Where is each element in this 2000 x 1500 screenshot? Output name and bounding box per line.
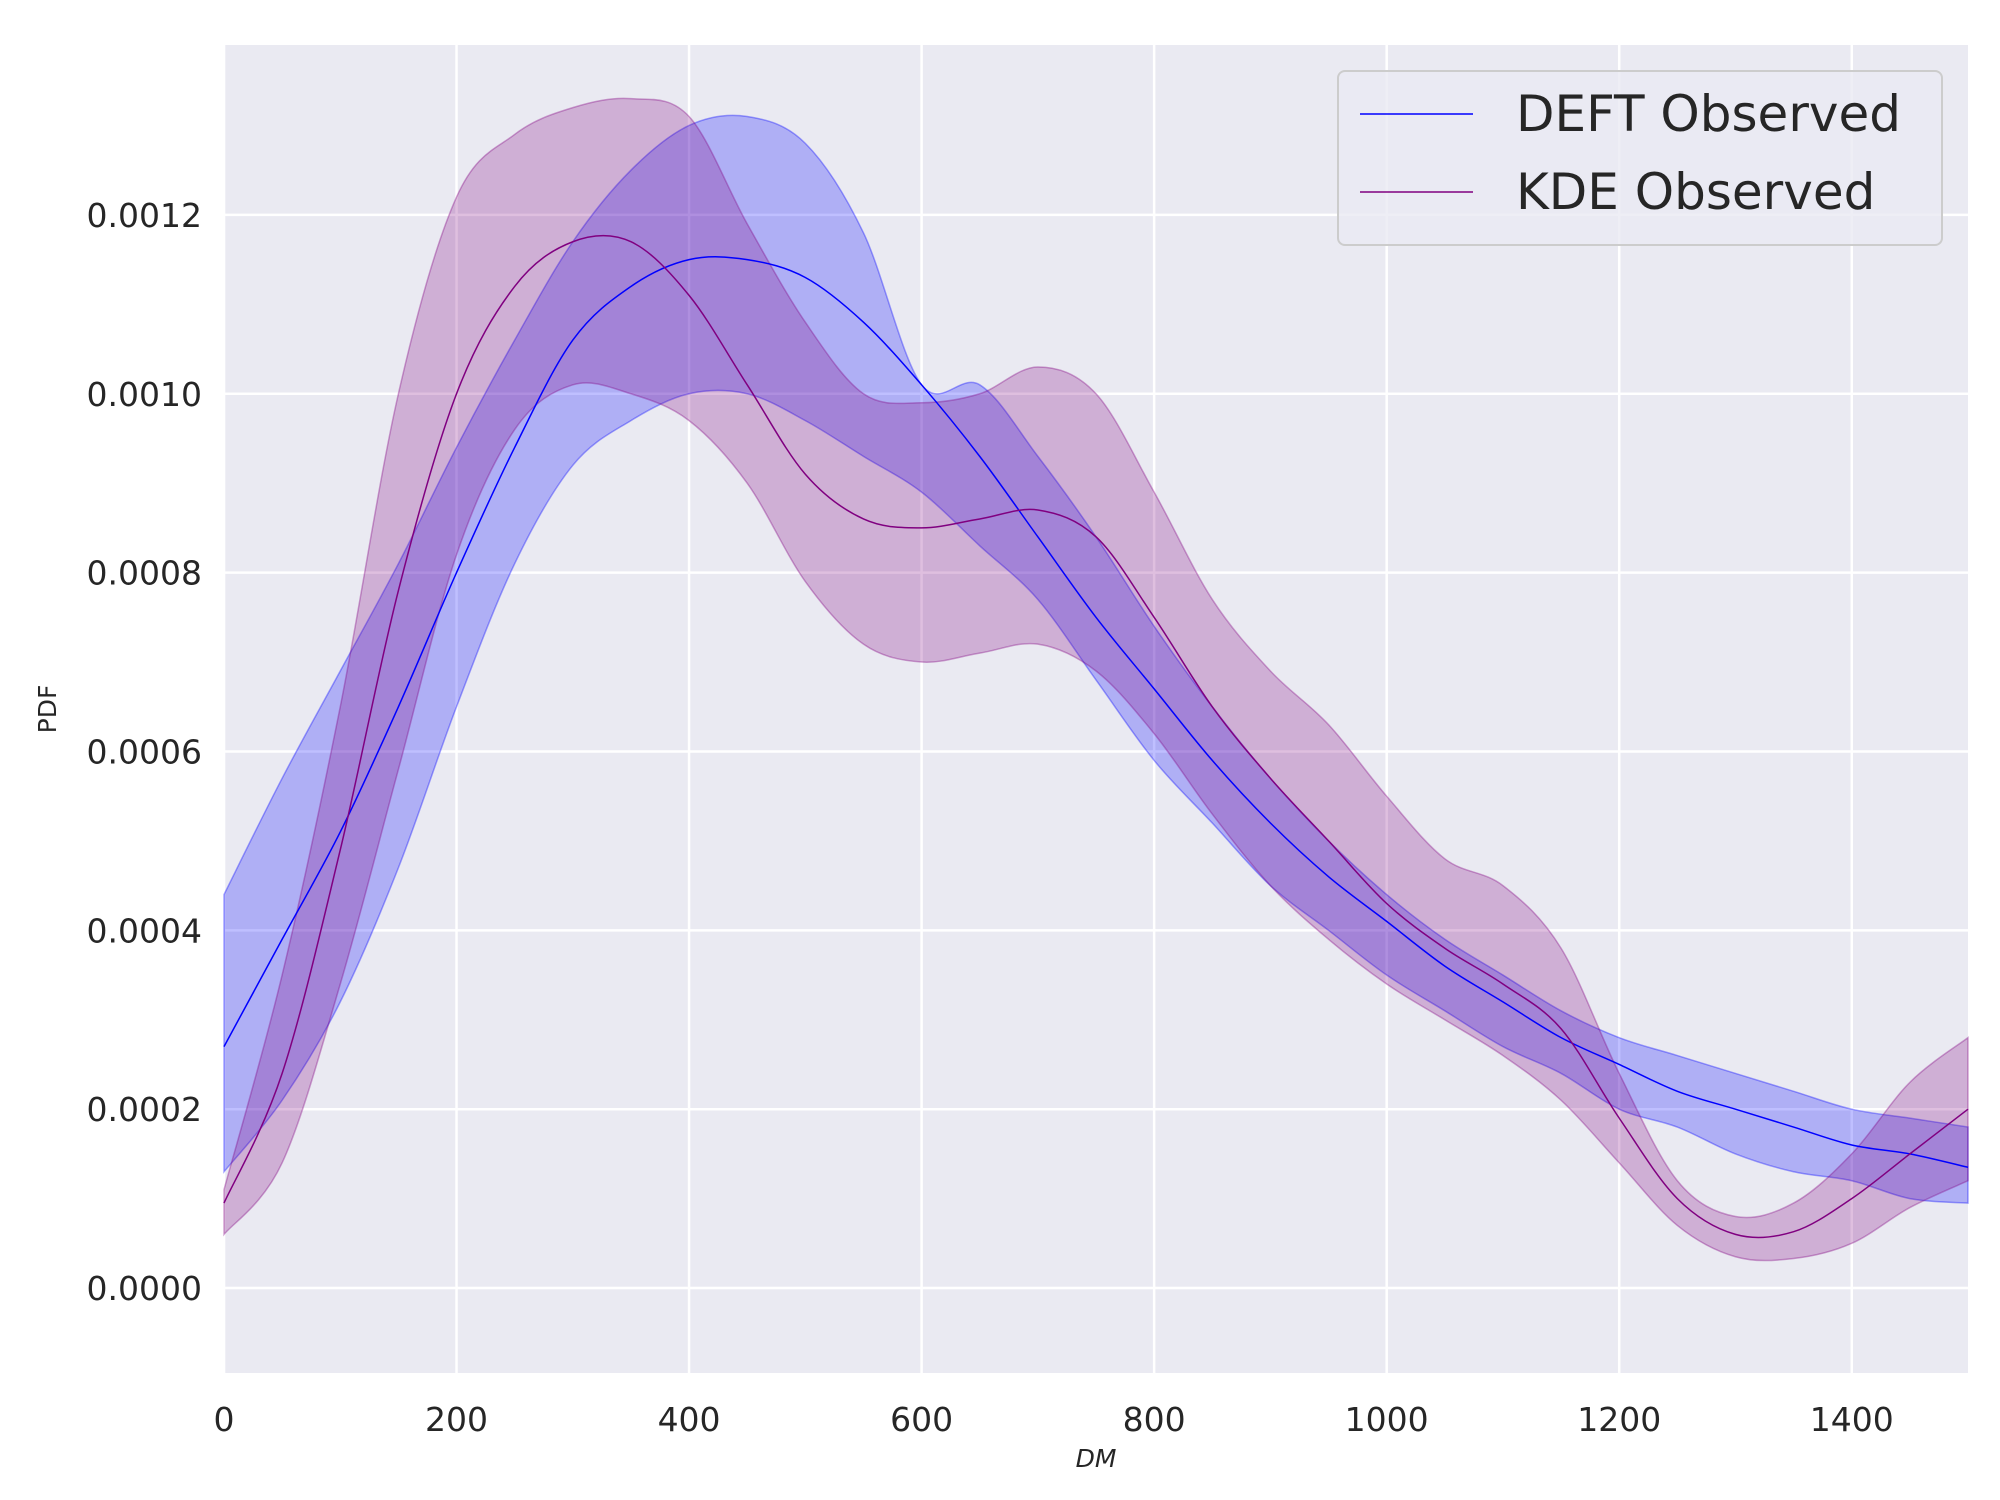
series-lines: [223, 234, 1969, 1239]
legend-box: [1337, 70, 1943, 246]
x-tick-label-7: 1400: [1810, 1400, 1894, 1439]
plot-background: [224, 45, 1968, 1373]
grid-lines: [222, 45, 1968, 1373]
y-tick-label-1: 0.0002: [87, 1090, 202, 1129]
x-tick-label-6: 1200: [1577, 1400, 1661, 1439]
x-tick-label-2: 400: [658, 1400, 721, 1439]
deft-confidence-band: [223, 114, 1969, 1204]
x-tick-label-5: 1000: [1345, 1400, 1429, 1439]
y-axis-title: PDF: [33, 685, 62, 734]
y-tick-label-2: 0.0004: [87, 911, 202, 950]
kde-line: [223, 234, 1969, 1239]
y-tick-label-4: 0.0008: [87, 554, 202, 593]
kde-confidence-band: [223, 97, 1969, 1262]
y-tick-label-5: 0.0010: [87, 375, 202, 414]
y-tick-label-0: 0.0000: [87, 1269, 202, 1308]
legend: DEFT Observed KDE Observed: [1337, 70, 1943, 246]
y-axis-ticks: 0.0000 0.0002 0.0004 0.0006 0.0008 0.0010 0.00…: [87, 196, 202, 1308]
confidence-bands: [223, 97, 1969, 1262]
x-tick-label-1: 200: [425, 1400, 488, 1439]
x-tick-label-3: 600: [890, 1400, 953, 1439]
y-tick-label-6: 0.0012: [87, 196, 202, 235]
x-axis-ticks: 0 200 400 600 800 1000 1200 1400: [214, 1400, 1894, 1439]
x-tick-label-4: 800: [1123, 1400, 1186, 1439]
legend-label-kde: KDE Observed: [1516, 163, 1875, 221]
legend-label-deft: DEFT Observed: [1516, 85, 1901, 143]
deft-line: [223, 256, 1969, 1169]
x-tick-label-0: 0: [214, 1400, 235, 1439]
x-axis-title: DM: [1076, 1444, 1117, 1473]
y-tick-label-3: 0.0006: [87, 732, 202, 771]
